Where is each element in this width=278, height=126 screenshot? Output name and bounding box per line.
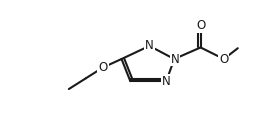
Text: O: O bbox=[219, 53, 229, 66]
Text: N: N bbox=[162, 75, 171, 88]
Text: O: O bbox=[196, 19, 205, 32]
Text: O: O bbox=[98, 61, 108, 74]
Text: N: N bbox=[145, 39, 154, 52]
Text: N: N bbox=[171, 53, 179, 66]
